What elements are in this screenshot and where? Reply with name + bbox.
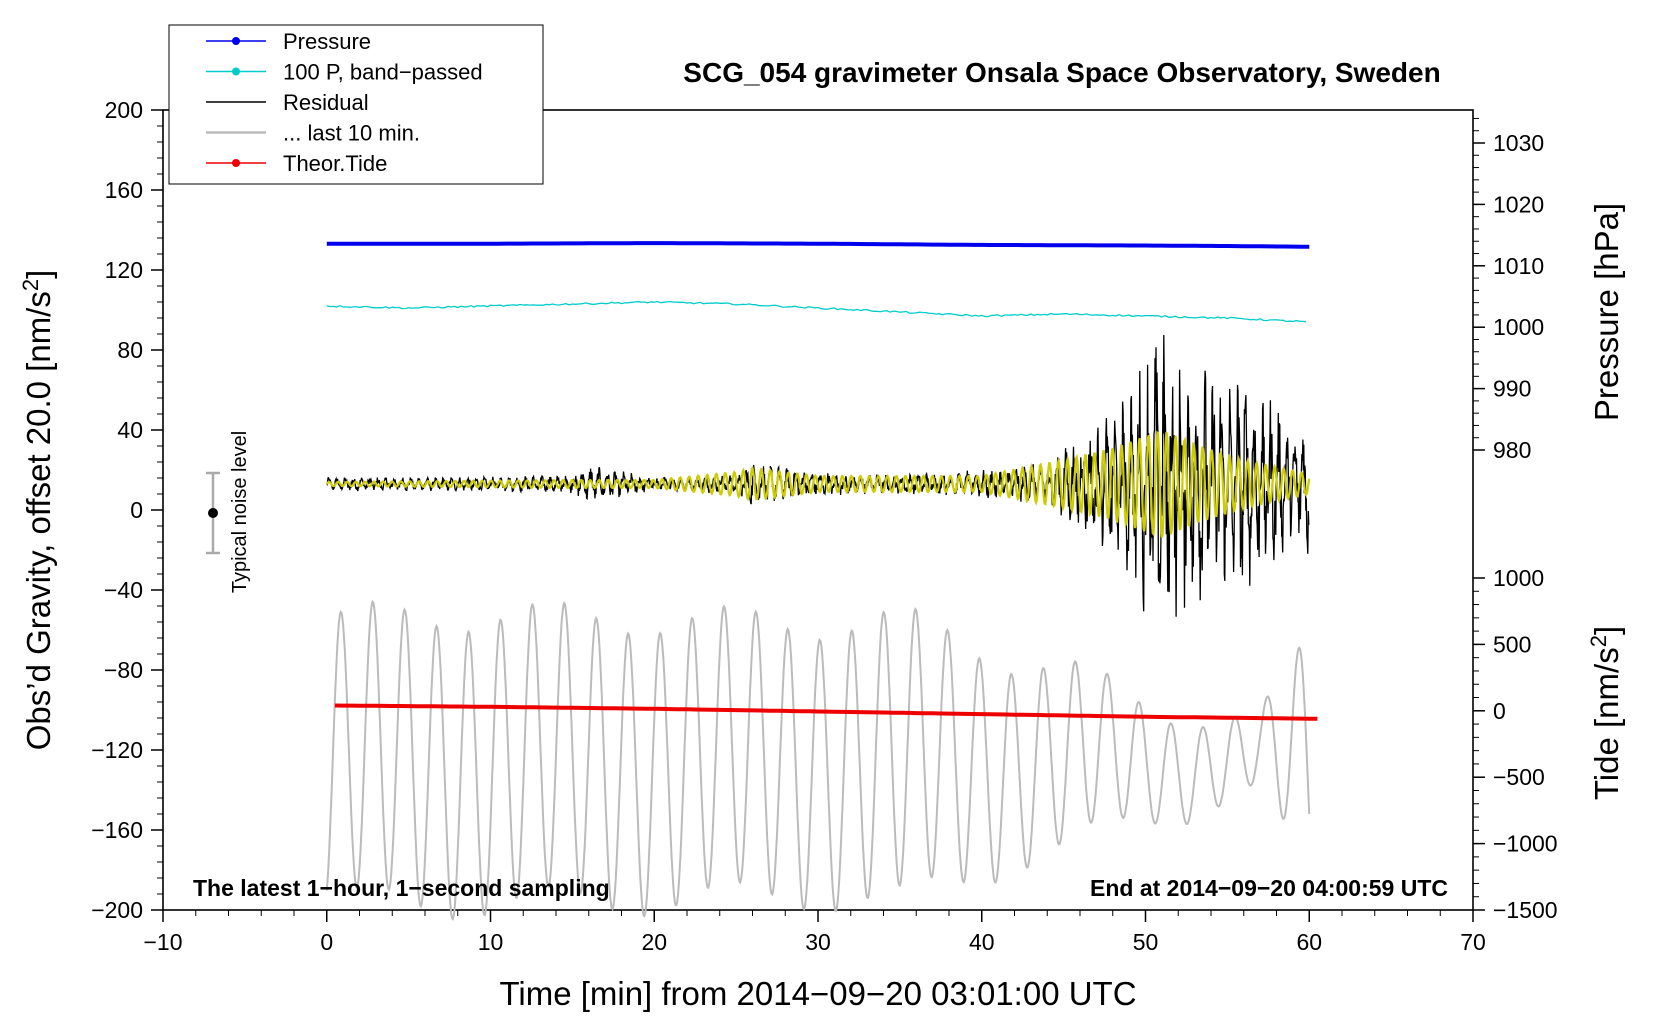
y-tick-label: 160 [105, 177, 143, 203]
x-tick-label: 30 [805, 929, 831, 955]
series-last-10-min [325, 599, 1311, 921]
noise-bar-label: Typical noise level [229, 431, 251, 593]
y-tick-label: 200 [105, 97, 143, 123]
annotation-latest-hour: The latest 1−hour, 1−second sampling [193, 875, 610, 901]
pressure-tick-label: 1000 [1493, 314, 1544, 340]
annotation-end-time: End at 2014−09−20 04:00:59 UTC [1090, 875, 1448, 901]
series-layer [325, 241, 1318, 921]
legend-box [168, 24, 544, 185]
legend-label: ... last 10 min. [283, 121, 420, 146]
y-tick-label: −160 [91, 817, 143, 843]
legend-marker [232, 37, 240, 45]
tide-tick-label: −1000 [1493, 831, 1558, 857]
noise-bar: Typical noise level [206, 431, 251, 593]
x-tick-label: 20 [641, 929, 667, 955]
y-tick-label: −80 [104, 657, 143, 683]
y-axis-label: Obs’d Gravity, offset 20.0 [nm/s2] [18, 270, 57, 751]
legend-marker [232, 159, 240, 167]
chart-title: SCG_054 gravimeter Onsala Space Observat… [683, 57, 1440, 88]
series-residual-filtered [325, 430, 1311, 538]
legend-label: 100 P, band−passed [283, 60, 483, 85]
y-tick-label: 0 [130, 497, 143, 523]
pressure-tick-label: 1010 [1493, 253, 1544, 279]
x-tick-label: −10 [143, 929, 182, 955]
x-axis-label: Time [min] from 2014−09−20 03:01:00 UTC [499, 975, 1136, 1012]
tide-axis-label: Tide [nm/s2] [1586, 626, 1625, 800]
x-tick-label: 0 [320, 929, 333, 955]
tide-tick-label: 0 [1493, 698, 1506, 724]
tide-tick-label: −1500 [1493, 897, 1558, 923]
legend-label: Residual [283, 90, 369, 115]
tide-tick-label: 500 [1493, 631, 1531, 657]
y-tick-label: −200 [91, 897, 143, 923]
x-tick-label: 70 [1460, 929, 1486, 955]
pressure-tick-label: 990 [1493, 376, 1531, 402]
legend: Pressure 100 P, band−passed Residual ... la… [168, 24, 544, 185]
y-tick-label: 80 [117, 337, 143, 363]
tide-tick-label: −500 [1493, 764, 1545, 790]
series-pressure [326, 241, 1310, 249]
x-tick-label: 10 [478, 929, 504, 955]
y-tick-label: 40 [117, 417, 143, 443]
legend-label: Theor.Tide [283, 151, 387, 176]
legend-label: Pressure [283, 29, 371, 54]
y-tick-label: 120 [105, 257, 143, 283]
x-tick-label: 50 [1133, 929, 1159, 955]
x-tick-label: 60 [1296, 929, 1322, 955]
tide-tick-label: 1000 [1493, 565, 1544, 591]
y-tick-label: −120 [91, 737, 143, 763]
series-band-passed [326, 300, 1307, 323]
pressure-axis-label: Pressure [hPa] [1588, 203, 1625, 421]
legend-marker [232, 67, 240, 76]
axes-layer: −10 0 10 20 30 40 50 60 7020016012080400−40−80−1… [91, 97, 1557, 955]
pressure-tick-label: 1030 [1493, 130, 1544, 156]
x-tick-label: 40 [969, 929, 995, 955]
noise-bar-point [208, 508, 218, 518]
series-theor-tide [334, 703, 1318, 721]
pressure-tick-label: 980 [1493, 437, 1531, 463]
pressure-tick-label: 1020 [1493, 191, 1544, 217]
y-tick-label: −40 [104, 577, 143, 603]
